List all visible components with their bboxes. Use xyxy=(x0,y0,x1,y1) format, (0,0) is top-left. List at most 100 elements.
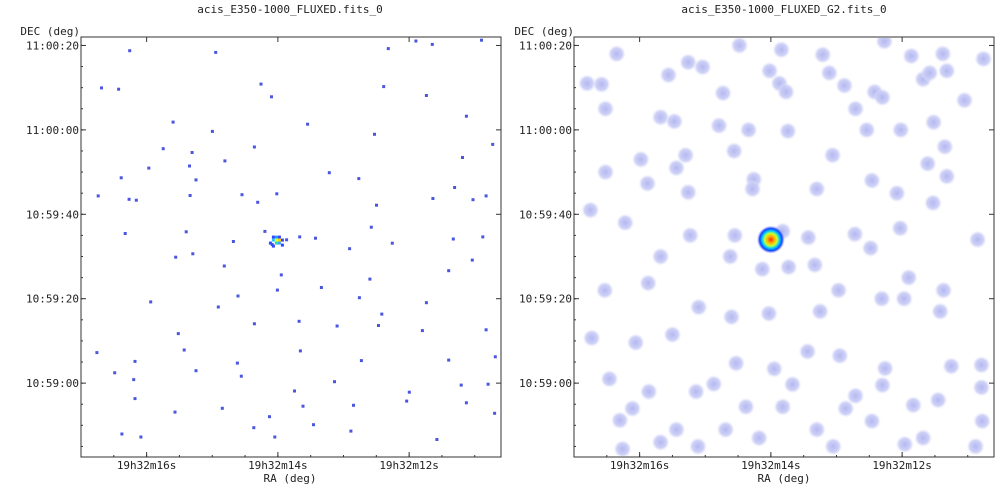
data-point xyxy=(298,349,302,353)
smoothed-source-blob xyxy=(935,137,954,156)
data-point xyxy=(480,38,483,42)
smoothed-source-blob xyxy=(805,255,824,274)
smoothed-source-blob xyxy=(631,150,650,169)
left-x-tick-label: 19h32m12s xyxy=(379,459,439,472)
source-pixel xyxy=(277,238,281,242)
data-point xyxy=(184,230,188,234)
right-x-tick-label: 19h32m12s xyxy=(872,459,932,472)
smoothed-source-blob xyxy=(904,396,923,415)
data-point xyxy=(133,397,137,401)
smoothed-source-blob xyxy=(639,382,658,401)
smoothed-source-blob xyxy=(875,38,894,51)
right-blobs-layer xyxy=(578,38,993,456)
smoothed-source-blob xyxy=(772,40,791,59)
data-point xyxy=(312,423,315,427)
smoothed-source-blob xyxy=(626,333,645,352)
data-point xyxy=(493,355,497,359)
smoothed-source-blob xyxy=(899,268,918,287)
data-point xyxy=(132,378,136,382)
right-y-tick-label: 11:00:00 xyxy=(519,124,572,137)
smoothed-source-blob xyxy=(727,354,746,373)
panel-right: acis_E350-1000_FLUXED_G2.fits_0 DEC (deg… xyxy=(514,3,995,485)
smoothed-source-blob xyxy=(689,437,707,456)
data-point xyxy=(352,403,355,407)
right-y-tick-label: 10:59:20 xyxy=(519,293,572,306)
smoothed-source-blob xyxy=(596,99,615,118)
smoothed-source-blob xyxy=(918,154,937,173)
smoothed-source-blob xyxy=(665,112,684,131)
smoothed-source-blob xyxy=(651,433,670,452)
smoothed-source-blob xyxy=(693,58,712,76)
data-point xyxy=(333,380,336,384)
data-point xyxy=(435,438,439,441)
data-point xyxy=(359,359,363,363)
left-x-tick-label: 19h32m16s xyxy=(117,459,177,472)
data-point xyxy=(405,399,409,403)
source-pixel xyxy=(271,238,275,242)
data-point xyxy=(275,192,279,196)
source-pixel xyxy=(277,241,281,245)
smoothed-source-blob xyxy=(861,239,880,258)
data-point xyxy=(484,328,488,332)
source-pixel xyxy=(274,235,278,239)
smoothed-source-blob xyxy=(862,412,881,431)
source-pixel xyxy=(280,243,284,247)
left-y-axis-label: DEC (deg) xyxy=(20,25,80,38)
data-point xyxy=(297,319,301,323)
smoothed-source-blob xyxy=(820,63,839,82)
smoothed-source-blob xyxy=(807,420,826,439)
smoothed-source-blob xyxy=(835,76,854,95)
smoothed-source-blob xyxy=(722,307,741,326)
smoothed-source-blob xyxy=(823,146,842,165)
data-point xyxy=(293,389,296,393)
data-point xyxy=(123,232,127,235)
data-point xyxy=(210,129,214,133)
data-point xyxy=(190,151,194,154)
smoothed-source-blob xyxy=(862,171,881,190)
data-point xyxy=(375,203,378,207)
smoothed-source-blob xyxy=(966,437,985,456)
smoothed-source-blob xyxy=(972,378,991,397)
data-point xyxy=(390,241,394,245)
smoothed-source-blob xyxy=(616,213,635,232)
smoothed-source-blob xyxy=(973,412,992,431)
smoothed-source-blob xyxy=(937,61,956,80)
data-point xyxy=(357,296,361,300)
right-y-axis-label: DEC (deg) xyxy=(514,25,574,38)
smoothed-source-blob xyxy=(773,397,792,416)
data-point xyxy=(96,194,100,198)
data-point xyxy=(357,177,361,181)
source-pixel xyxy=(271,235,275,239)
data-point xyxy=(139,435,143,439)
data-point xyxy=(270,243,274,246)
smoothed-source-blob xyxy=(931,302,950,321)
data-point xyxy=(128,49,132,53)
smoothed-source-blob xyxy=(974,49,993,68)
data-point xyxy=(414,39,418,43)
smoothed-source-blob xyxy=(663,325,682,344)
smoothed-source-blob xyxy=(846,99,865,118)
smoothed-source-blob xyxy=(730,38,749,55)
data-point xyxy=(263,229,267,233)
left-y-tick-label: 10:59:00 xyxy=(26,377,79,390)
data-point xyxy=(319,286,323,289)
smoothed-source-blob xyxy=(595,281,614,300)
data-point xyxy=(335,324,339,328)
smoothed-source-blob xyxy=(933,44,952,63)
data-point xyxy=(171,120,175,124)
data-point xyxy=(368,277,372,281)
data-point xyxy=(430,42,434,46)
data-point xyxy=(270,95,273,99)
data-point xyxy=(420,329,424,333)
smoothed-source-blob xyxy=(872,289,891,308)
smoothed-source-blob xyxy=(760,61,779,80)
right-x-axis-label: RA (deg) xyxy=(758,472,811,485)
smoothed-source-blob xyxy=(955,91,974,110)
data-point xyxy=(431,197,435,200)
data-point xyxy=(259,82,263,86)
data-point xyxy=(447,269,451,273)
data-point xyxy=(176,332,180,336)
data-point xyxy=(235,361,239,365)
smoothed-source-blob xyxy=(920,63,939,82)
smoothed-source-blob xyxy=(667,158,686,177)
